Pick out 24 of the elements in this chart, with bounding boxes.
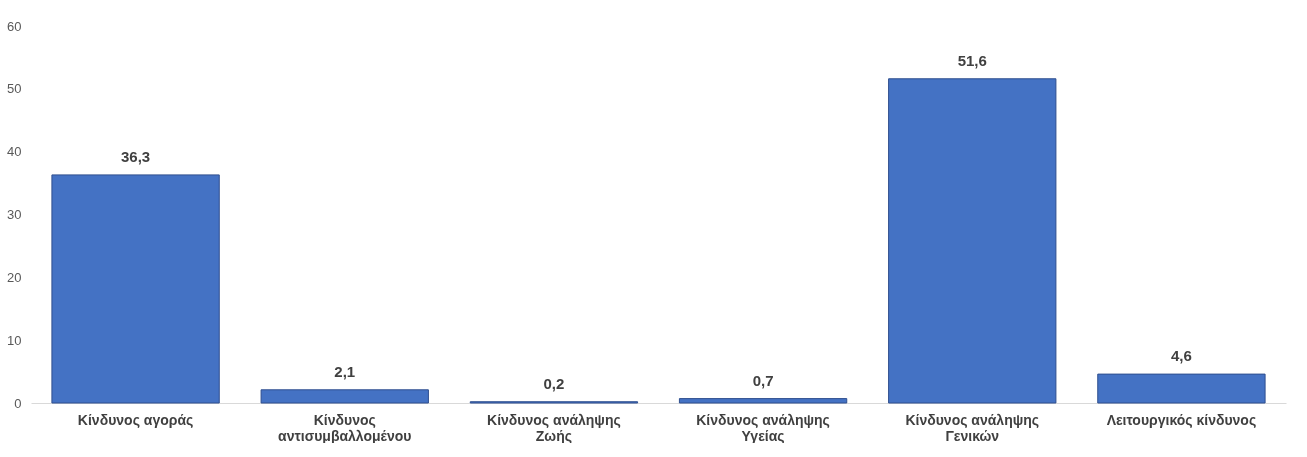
- y-tick-label: 60: [7, 18, 22, 34]
- bar: [260, 389, 429, 404]
- bar: [678, 398, 848, 404]
- y-tick-label: 40: [7, 144, 22, 160]
- x-tick-label: Κίνδυνος ανάληψης Γενικών: [905, 411, 1040, 444]
- data-label: 0,7: [752, 371, 774, 389]
- data-label: 2,1: [334, 362, 356, 380]
- x-tick-label: Λειτουργικός κίνδυνος: [1106, 411, 1257, 428]
- y-tick-label: 0: [14, 395, 22, 411]
- bar: [888, 78, 1057, 404]
- x-tick-label: Κίνδυνος αντισυμβαλλομένου: [278, 411, 412, 444]
- data-label: 36,3: [120, 147, 151, 165]
- data-label: 51,6: [957, 51, 987, 69]
- x-tick-label: Κίνδυνος ανάληψης Υγείας: [696, 411, 830, 444]
- data-label: 4,6: [1170, 347, 1192, 365]
- data-label: 0,2: [543, 374, 565, 392]
- y-tick-label: 30: [7, 207, 22, 222]
- y-tick-label: 10: [7, 332, 22, 348]
- bar: [51, 174, 220, 404]
- y-tick-label: 20: [7, 269, 22, 285]
- x-tick-label: Κίνδυνος αγοράς: [77, 411, 194, 428]
- x-tick-label: Κίνδυνος ανάληψης Ζωής: [487, 411, 621, 444]
- y-tick-label: 50: [7, 81, 22, 97]
- bar: [1097, 373, 1266, 404]
